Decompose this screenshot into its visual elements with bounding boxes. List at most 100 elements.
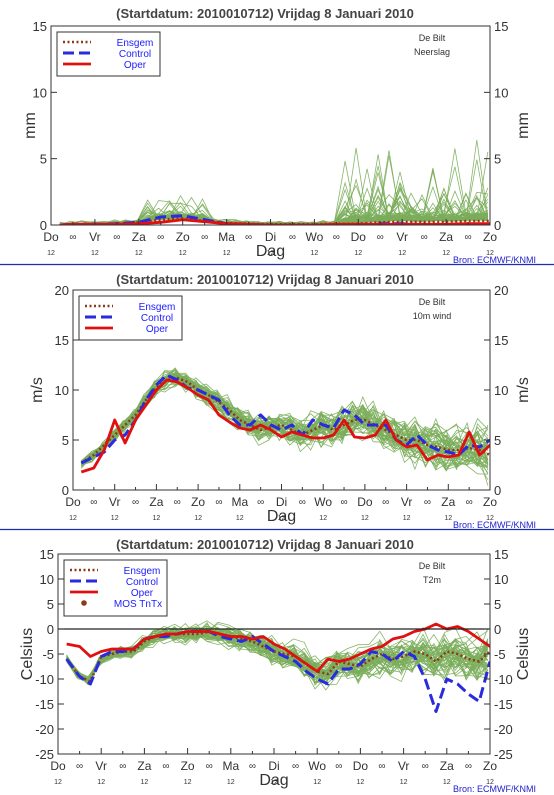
x-hour-label: 12 bbox=[69, 515, 77, 522]
y-tick-label-left: -15 bbox=[35, 697, 54, 712]
x-tick-label: Za bbox=[439, 230, 453, 244]
x-hour-label: 12 bbox=[319, 515, 327, 522]
y-tick-label-right: 15 bbox=[494, 333, 508, 348]
legend-label-mos: MOS TnTx bbox=[114, 599, 162, 610]
x-tick-label: Za bbox=[137, 759, 151, 773]
y-tick-label-right: 15 bbox=[494, 19, 508, 34]
plot-area bbox=[59, 139, 490, 225]
x-tick-label: Za bbox=[149, 495, 163, 509]
x-hour-label: 12 bbox=[398, 250, 406, 257]
x-tick-label: Di bbox=[276, 495, 287, 509]
source-label: Bron: ECMWF/KNMI bbox=[453, 520, 536, 530]
x-minor-tick-symbol: ∞ bbox=[464, 232, 471, 243]
y-axis-label-left: mm bbox=[22, 112, 39, 139]
x-hour-label: 12 bbox=[443, 779, 451, 786]
plot-area bbox=[65, 620, 490, 713]
x-hour-label: 12 bbox=[111, 515, 119, 522]
y-axis-label-left: m/s bbox=[29, 377, 46, 403]
y-tick-label-left: -25 bbox=[35, 747, 54, 762]
x-tick-label: Do bbox=[50, 759, 66, 773]
variable-label: Neerslag bbox=[414, 47, 450, 57]
y-tick-label-right: -20 bbox=[494, 722, 513, 737]
y-tick-label-left: -20 bbox=[35, 722, 54, 737]
x-hour-label: 12 bbox=[357, 779, 365, 786]
x-hour-label: 12 bbox=[403, 515, 411, 522]
x-tick-label: Vr bbox=[398, 759, 410, 773]
ensemble-member-line bbox=[66, 628, 488, 683]
x-minor-tick-symbol: ∞ bbox=[249, 761, 256, 772]
x-tick-label: Zo bbox=[181, 759, 195, 773]
oper-line bbox=[59, 218, 490, 225]
source-label: Bron: ECMWF/KNMI bbox=[453, 255, 536, 265]
x-hour-label: 12 bbox=[400, 779, 408, 786]
x-tick-label: Vr bbox=[401, 495, 413, 509]
x-tick-label: Ma bbox=[231, 495, 248, 509]
legend-label-oper: Oper bbox=[131, 588, 154, 599]
x-minor-tick-symbol: ∞ bbox=[119, 761, 126, 772]
x-minor-tick-symbol: ∞ bbox=[76, 761, 83, 772]
station-label: De Bilt bbox=[419, 33, 446, 43]
x-minor-tick-symbol: ∞ bbox=[289, 232, 296, 243]
y-tick-label-left: -5 bbox=[42, 647, 54, 662]
y-tick-label-left: 0 bbox=[47, 622, 54, 637]
x-minor-tick-symbol: ∞ bbox=[422, 761, 429, 772]
x-minor-tick-symbol: ∞ bbox=[90, 497, 97, 508]
y-tick-label-right: 5 bbox=[494, 433, 501, 448]
ensemble-member-line bbox=[59, 166, 488, 225]
x-hour-label: 12 bbox=[486, 515, 494, 522]
legend-box bbox=[56, 31, 161, 77]
y-tick-label-left: 15 bbox=[33, 19, 47, 34]
y-axis-label-right: Celsius bbox=[515, 628, 532, 680]
x-hour-label: 12 bbox=[227, 779, 235, 786]
source-label: Bron: ECMWF/KNMI bbox=[453, 784, 536, 794]
y-tick-label-right: 0 bbox=[494, 483, 501, 498]
x-minor-tick-symbol: ∞ bbox=[466, 497, 473, 508]
x-hour-label: 12 bbox=[236, 515, 244, 522]
y-tick-label-right: 5 bbox=[494, 152, 501, 167]
x-hour-label: 12 bbox=[361, 515, 369, 522]
x-minor-tick-symbol: ∞ bbox=[335, 761, 342, 772]
oper-line bbox=[66, 622, 490, 673]
y-tick-label-right: -10 bbox=[494, 672, 513, 687]
ensemble-member-line bbox=[81, 383, 489, 468]
legend-box bbox=[63, 559, 168, 617]
ensemble-member-line bbox=[59, 167, 489, 225]
x-tick-label: Za bbox=[132, 230, 146, 244]
x-hour-label: 12 bbox=[486, 250, 494, 257]
x-tick-label: Wo bbox=[308, 759, 326, 773]
legend-label-oper: Oper bbox=[124, 60, 147, 71]
legend-label-oper: Oper bbox=[146, 324, 169, 335]
station-label: De Bilt bbox=[419, 297, 446, 307]
x-tick-label: Do bbox=[353, 759, 369, 773]
variable-label: T2m bbox=[423, 575, 441, 585]
y-tick-label-left: 20 bbox=[55, 283, 69, 298]
legend-label-ensgem: Ensgem bbox=[139, 302, 176, 313]
x-minor-tick-symbol: ∞ bbox=[201, 232, 208, 243]
x-axis-title: Dag bbox=[267, 508, 296, 525]
chart-panel-3: (Startdatum: 2010010712) Vrijdag 8 Janua… bbox=[19, 537, 536, 794]
x-tick-label: Zo bbox=[483, 230, 497, 244]
x-hour-label: 12 bbox=[442, 250, 450, 257]
y-tick-label-left: 10 bbox=[40, 572, 54, 587]
x-tick-label: Vr bbox=[89, 230, 101, 244]
x-hour-label: 12 bbox=[97, 779, 105, 786]
x-minor-tick-symbol: ∞ bbox=[377, 232, 384, 243]
x-minor-tick-symbol: ∞ bbox=[299, 497, 306, 508]
y-axis-label-right: mm bbox=[515, 112, 532, 139]
y-tick-label-left: 15 bbox=[40, 547, 54, 562]
x-hour-label: 12 bbox=[270, 779, 278, 786]
x-hour-label: 12 bbox=[54, 779, 62, 786]
x-minor-tick-symbol: ∞ bbox=[465, 761, 472, 772]
x-tick-label: Di bbox=[268, 759, 279, 773]
ensemble-member-line bbox=[81, 372, 489, 471]
x-minor-tick-symbol: ∞ bbox=[69, 232, 76, 243]
ensemble-member-line bbox=[81, 370, 489, 463]
x-minor-tick-symbol: ∞ bbox=[424, 497, 431, 508]
x-tick-label: Wo bbox=[306, 230, 324, 244]
x-tick-label: Vr bbox=[109, 495, 121, 509]
panel-title: (Startdatum: 2010010712) Vrijdag 8 Janua… bbox=[116, 6, 414, 21]
legend-label-ensgem: Ensgem bbox=[124, 566, 161, 577]
x-tick-label: Zo bbox=[191, 495, 205, 509]
x-hour-label: 12 bbox=[486, 779, 494, 786]
